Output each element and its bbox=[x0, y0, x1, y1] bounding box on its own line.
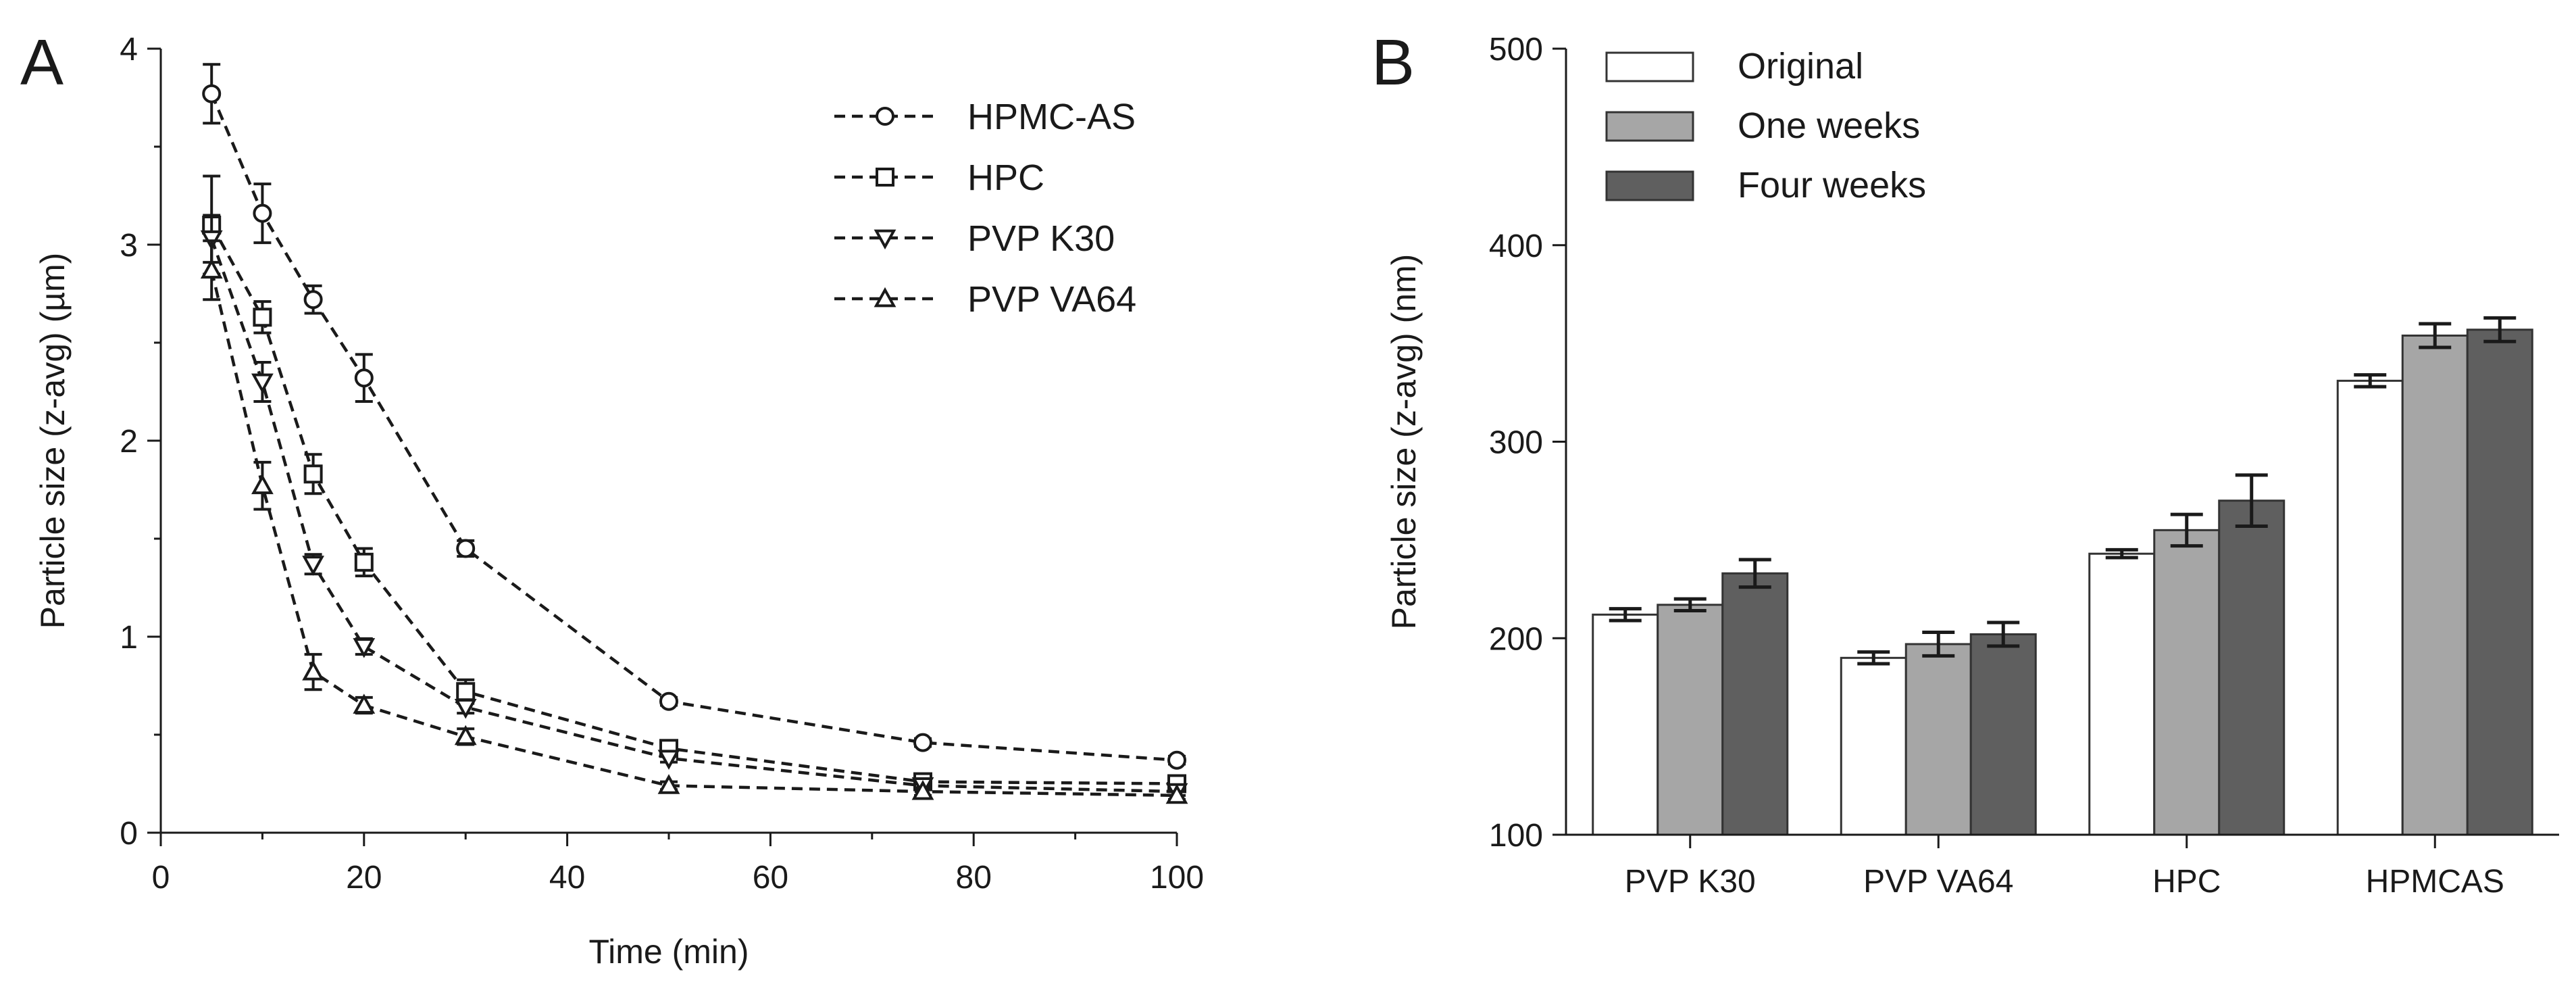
data-point-pvp-va64 bbox=[657, 774, 680, 794]
panel-b-y-tick-label: 100 bbox=[1489, 818, 1543, 854]
panel-b-x-tick-label: PVP VA64 bbox=[1863, 864, 2013, 900]
series-line-hpc bbox=[210, 224, 1178, 785]
data-point-hpc bbox=[303, 464, 323, 484]
panel-a-y-axis-title: Particle size (z-avg) (µm) bbox=[34, 253, 72, 629]
series-line-pvp-va64 bbox=[210, 270, 1178, 798]
data-point-pvp-va64 bbox=[1165, 783, 1188, 804]
panel-b-y-axis-title: Particle size (z-avg) (nm) bbox=[1385, 254, 1423, 630]
bar-group-hpc bbox=[2088, 473, 2285, 836]
bar-hpc-original bbox=[2088, 552, 2156, 836]
panel-a-y-tick-label: 0 bbox=[120, 816, 138, 852]
panel-b-x-tick-label: HPMCAS bbox=[2366, 864, 2504, 900]
legend-label: PVP VA64 bbox=[967, 279, 1136, 320]
panel-b-x-tick-label: PVP K30 bbox=[1625, 864, 1756, 900]
series-pvp-va64 bbox=[200, 239, 1188, 804]
series-hpmc-as bbox=[202, 63, 1186, 770]
bar-pvp-va64-one-weeks bbox=[1904, 643, 1972, 836]
bar-hpc-four-weeks bbox=[2218, 499, 2285, 836]
data-point-pvp-va64 bbox=[911, 779, 934, 800]
legend-marker-hpmc-as bbox=[876, 107, 894, 126]
legend-label: HPMC-AS bbox=[967, 97, 1136, 137]
panel-b-y-tick-label: 200 bbox=[1489, 621, 1543, 657]
series-line-pvp-k30 bbox=[210, 238, 1178, 794]
panel-b-y-tick-label: 300 bbox=[1489, 425, 1543, 461]
legend-label: Four weeks bbox=[1738, 165, 1926, 205]
legend-marker-hpc bbox=[876, 168, 894, 187]
legend-item-pvp-va64: PVP VA64 bbox=[834, 279, 1136, 320]
bar-pvp-k30-four-weeks bbox=[1721, 572, 1789, 836]
panel-a-y-tick-label: 2 bbox=[120, 424, 138, 460]
data-point-pvp-va64 bbox=[454, 725, 477, 746]
panel-a-x-tick-label: 80 bbox=[956, 860, 992, 896]
panel-b-y-tick-label: 400 bbox=[1489, 228, 1543, 264]
data-point-pvp-va64 bbox=[302, 660, 324, 681]
data-point-pvp-va64 bbox=[353, 693, 376, 714]
legend-label: Original bbox=[1738, 46, 1863, 87]
legend-marker-pvp-k30 bbox=[874, 229, 896, 250]
data-point-hpmc-as bbox=[202, 84, 222, 103]
legend-item-four-weeks: Four weeks bbox=[1605, 165, 1926, 205]
legend-swatch-four-weeks bbox=[1605, 170, 1694, 201]
bar-group-pvp-va64 bbox=[1840, 620, 2037, 836]
panel-a-x-tick-label: 0 bbox=[152, 860, 170, 896]
legend-label: HPC bbox=[967, 157, 1044, 198]
panel-a-letter: A bbox=[20, 26, 64, 99]
bar-hpc-one-weeks bbox=[2153, 529, 2221, 836]
panel-a-x-axis-title: Time (min) bbox=[588, 933, 749, 971]
legend-label: PVP K30 bbox=[967, 218, 1115, 259]
bar-hpmcas-one-weeks bbox=[2401, 334, 2469, 836]
bar-group-pvp-k30 bbox=[1592, 558, 1789, 836]
legend-item-original: Original bbox=[1605, 46, 1863, 87]
panel-b-y-tick-label: 500 bbox=[1489, 32, 1543, 68]
series-hpc bbox=[202, 174, 1186, 794]
legend-swatch-original bbox=[1605, 51, 1694, 82]
bar-pvp-k30-one-weeks bbox=[1657, 604, 1724, 836]
panel-a-x-tick-label: 20 bbox=[346, 860, 382, 896]
data-point-pvp-k30 bbox=[353, 638, 376, 658]
series-line-hpmc-as bbox=[210, 93, 1178, 762]
data-point-pvp-va64 bbox=[251, 474, 274, 495]
bar-hpmcas-four-weeks bbox=[2466, 328, 2533, 836]
data-point-hpmc-as bbox=[303, 290, 323, 310]
data-point-pvp-k30 bbox=[657, 750, 680, 770]
legend-swatch-one-weeks bbox=[1605, 111, 1694, 142]
data-point-hpmc-as bbox=[659, 691, 678, 711]
data-point-hpmc-as bbox=[354, 368, 374, 388]
bar-hpmcas-original bbox=[2336, 379, 2404, 836]
panel-a-y-tick-label: 4 bbox=[120, 32, 138, 68]
panel-b-bar-chart: 100 200 300 400 500 Particle size (z-avg) (nm… bbox=[1385, 32, 2559, 900]
legend-item-pvp-k30: PVP K30 bbox=[834, 218, 1115, 259]
data-point-hpc bbox=[354, 552, 374, 572]
panel-b-letter: B bbox=[1371, 26, 1415, 99]
panel-b-x-tick-label: HPC bbox=[2152, 864, 2221, 900]
data-point-pvp-k30 bbox=[251, 373, 274, 394]
data-point-hpmc-as bbox=[456, 539, 476, 558]
bar-pvp-va64-original bbox=[1840, 656, 1907, 836]
legend-item-hpmc-as: HPMC-AS bbox=[834, 97, 1136, 137]
bar-pvp-k30-original bbox=[1592, 613, 1659, 836]
data-point-pvp-k30 bbox=[454, 699, 477, 719]
legend-item-hpc: HPC bbox=[834, 157, 1044, 198]
bar-pvp-va64-four-weeks bbox=[1969, 633, 2037, 836]
data-point-hpmc-as bbox=[913, 733, 932, 752]
legend-marker-pvp-va64 bbox=[874, 287, 896, 308]
legend-item-one-weeks: One weeks bbox=[1605, 105, 1920, 146]
panel-a-x-tick-label: 100 bbox=[1150, 860, 1204, 896]
data-point-hpc bbox=[456, 682, 476, 702]
panel-a-y-tick-label: 1 bbox=[120, 620, 138, 656]
panel-a-y-tick-label: 3 bbox=[120, 228, 138, 264]
data-point-hpc bbox=[253, 308, 272, 327]
data-point-hpmc-as bbox=[1167, 750, 1186, 770]
panel-a-x-tick-label: 60 bbox=[753, 860, 788, 896]
data-point-hpmc-as bbox=[253, 203, 272, 223]
panel-a-x-tick-label: 40 bbox=[549, 860, 585, 896]
data-point-pvp-va64 bbox=[200, 258, 223, 279]
bar-group-hpmcas bbox=[2336, 316, 2533, 836]
legend-label: One weeks bbox=[1738, 105, 1920, 146]
data-point-pvp-k30 bbox=[302, 556, 324, 576]
